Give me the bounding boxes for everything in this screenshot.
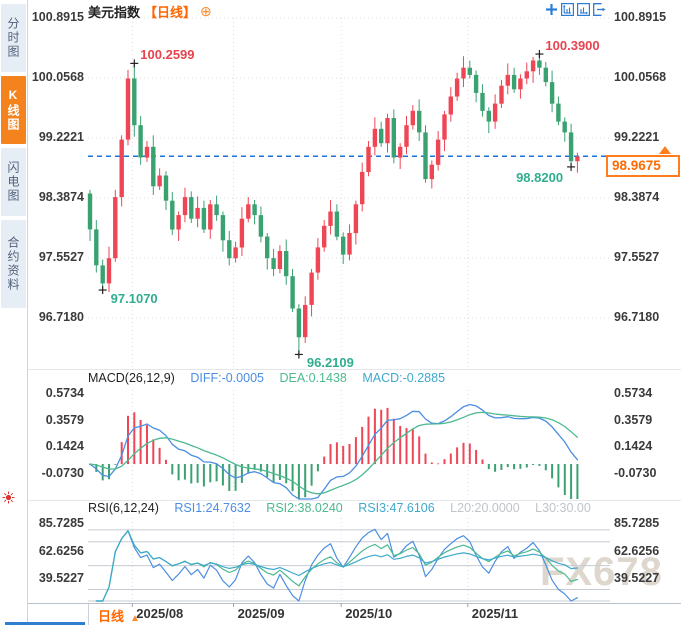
sidebar-tab-kline-chart[interactable]: K线图	[1, 76, 26, 144]
price-annotation-low: 97.1070	[110, 291, 158, 307]
x-axis-label: 2025/11	[471, 606, 519, 621]
bottom-bar-divider	[28, 603, 681, 604]
main-y-axis-label-left: 97.5527	[38, 250, 84, 264]
bottom-bar-vertical-divider	[88, 604, 89, 625]
sidebar-tab-time-share-chart[interactable]: 分时图	[1, 4, 26, 72]
price-annotation-low: 98.8200	[516, 169, 564, 185]
rsi-y-axis-label-right: 62.6256	[614, 543, 660, 558]
rsi-y-axis-label-left: 39.5227	[38, 571, 84, 585]
rsi2-readout: RSI2:38.0240	[266, 501, 343, 515]
chevron-up-icon: ▲	[130, 613, 140, 624]
macd-diff-readout: DIFF:-0.0005	[190, 371, 264, 385]
macd-y-axis-label-left: 0.1424	[45, 439, 84, 454]
symbol-title: 美元指数	[88, 4, 141, 20]
rsi-title: RSI(6,12,24)	[88, 501, 159, 515]
main-y-axis-label-left: 100.8915	[31, 10, 84, 24]
add-overlay-icon[interactable]: ⊕	[200, 2, 212, 19]
x-axis-label: 2025/10	[345, 606, 393, 621]
main-y-axis-label-right: 99.2221	[614, 130, 660, 144]
period-selector[interactable]: 日线 ▲	[98, 606, 140, 625]
macd-header: MACD(26,12,9) DIFF:-0.0005 DEA:0.1438 MA…	[88, 371, 457, 385]
x-axis-label: 2025/08	[136, 606, 184, 621]
rsi-l20-readout: L20:20.0000	[450, 501, 520, 515]
macd-value-readout: MACD:-0.2885	[362, 371, 446, 385]
rsi3-readout: RSI3:47.6106	[358, 501, 435, 515]
sidebar-tab-lightning-chart[interactable]: 闪电图	[1, 148, 26, 216]
rsi-y-axis-label-right: 39.5227	[614, 571, 660, 585]
period-selector-label: 日线	[98, 609, 125, 624]
rsi-y-axis-label-left: 62.6256	[38, 543, 84, 558]
macd-y-axis-label-left: -0.0730	[41, 466, 84, 481]
bottom-left-accent-bar	[5, 622, 85, 625]
left-axis-panel-icon[interactable]	[561, 3, 574, 16]
right-axis-panel-icon[interactable]	[577, 3, 590, 16]
macd-title: MACD(26,12,9)	[88, 371, 175, 385]
period-tag: 【日线】	[144, 4, 197, 20]
x-axis-label: 2025/09	[237, 606, 285, 621]
rsi-y-axis-label-right: 85.7285	[614, 516, 660, 530]
pop-out-icon[interactable]	[593, 3, 606, 16]
macd-dea-readout: DEA:0.1438	[279, 371, 347, 385]
price-annotation-high: 100.3900	[545, 38, 600, 54]
current-price-tag: 98.9675	[606, 155, 680, 177]
main-y-axis-label-left: 100.0568	[31, 70, 84, 84]
live-indicator-icon	[2, 491, 15, 504]
main-y-axis-label-right: 97.5527	[614, 250, 660, 264]
crosshair-icon[interactable]	[545, 3, 558, 16]
price-up-arrow-icon	[659, 146, 671, 154]
main-y-axis-label-right: 100.8915	[614, 10, 667, 24]
rsi-y-axis-label-left: 85.7285	[38, 516, 84, 530]
main-y-axis-label-left: 98.3874	[38, 190, 84, 204]
macd-y-axis-label-right: -0.0730	[614, 466, 657, 481]
rsi1-readout: RSI1:24.7632	[174, 501, 251, 515]
rsi-l30-readout: L30:30.00	[535, 501, 591, 515]
main-y-axis-label-right: 100.0568	[614, 70, 667, 84]
macd-y-axis-label-right: 0.1424	[614, 439, 653, 454]
sidebar-tab-contract-info[interactable]: 合约资料	[1, 220, 26, 308]
main-y-axis-label-right: 96.7180	[614, 310, 660, 324]
price-annotation-high: 100.2599	[140, 47, 195, 63]
macd-y-axis-label-left: 0.5734	[45, 386, 84, 400]
main-y-axis-label-left: 96.7180	[38, 310, 84, 324]
rsi-header: RSI(6,12,24) RSI1:24.7632 RSI2:38.0240 R…	[88, 501, 603, 515]
macd-y-axis-label-right: 0.3579	[614, 412, 653, 427]
macd-y-axis-label-right: 0.5734	[614, 386, 653, 400]
macd-y-axis-label-left: 0.3579	[45, 412, 84, 427]
price-annotation-low: 96.2109	[306, 355, 354, 371]
main-y-axis-label-right: 98.3874	[614, 190, 660, 204]
sidebar-divider	[27, 0, 28, 625]
main-y-axis-label-left: 99.2221	[38, 130, 84, 144]
